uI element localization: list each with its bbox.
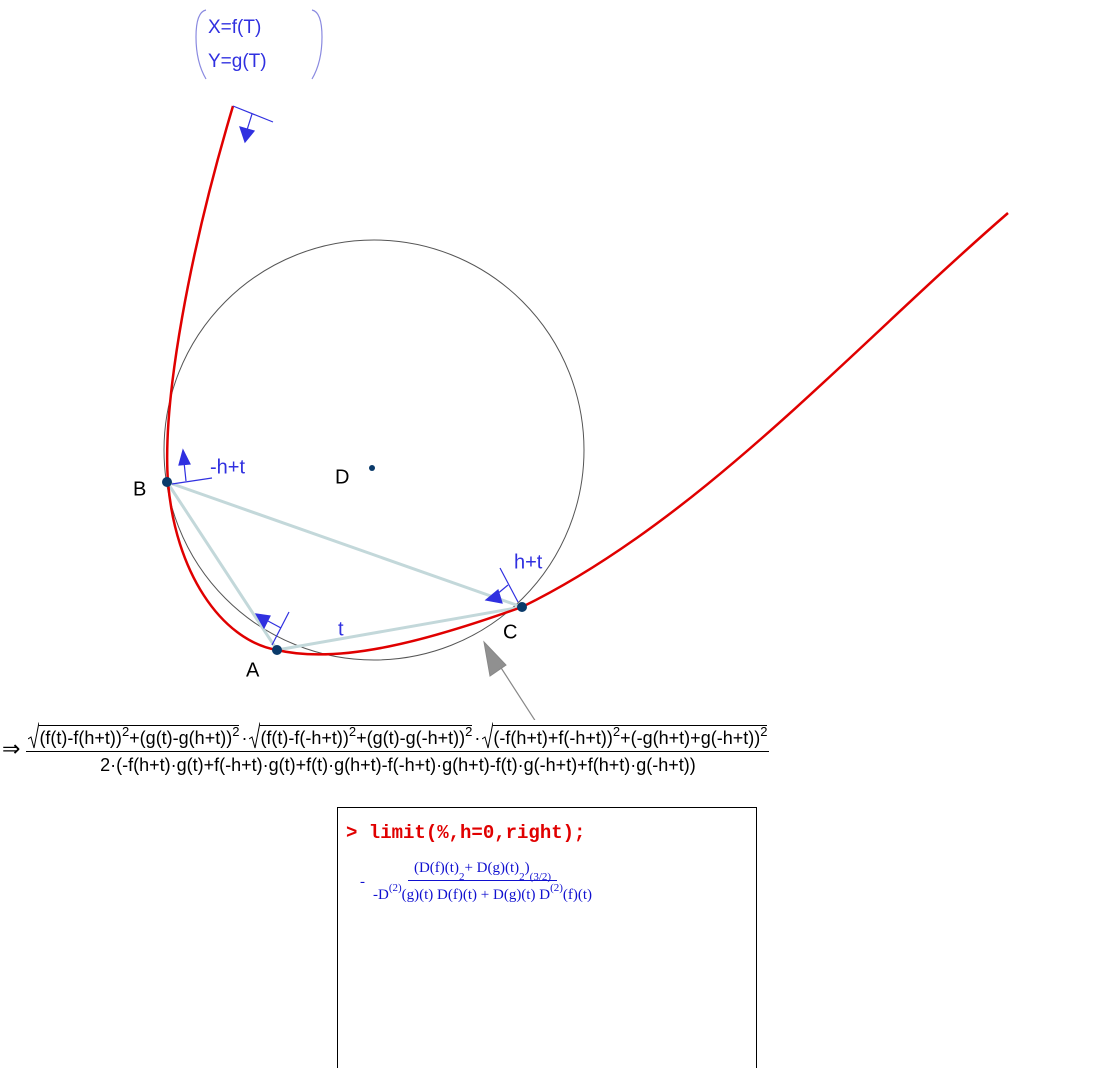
radical-sign [28,722,40,749]
curve [165,105,1009,656]
term: (g)(t) D(f)(t) + D(g)(t) D [401,887,551,903]
implies: ⇒ [2,736,21,762]
term: +(g(t)-g(-h+t)) [356,728,466,748]
multiply-dot: · [474,728,481,748]
param-brackets [195,9,323,80]
tangent-arrows [171,105,519,646]
term: + D(g)(t) [464,860,520,876]
segment-ba [165,481,279,651]
exponent: 2 [612,724,621,739]
point-label: B [133,478,146,500]
maple-input[interactable]: > limit(%,h=0,right); [346,822,586,844]
angle-label: -h+t [210,456,245,478]
angle-label: t [338,618,344,640]
term: +(-g(h+t)+g(-h+t)) [620,728,761,748]
numerator: (D(f)(t) 2 + D(g)(t) 2) (3/2) [407,860,558,883]
triangle [165,480,523,652]
radicand: (f(t)-f(h+t))2+(g(t)-g(h+t))2 [39,724,240,749]
exponent: 2 [348,724,357,739]
formula: ⇒ (f(t)-f(h+t))2+(g(t)-g(h+t))2 · (f(t)-f(… [2,722,770,776]
point-label: A [246,659,260,681]
denominator: 2·(-f(h+t)·g(t)+f(-h+t)·g(t)+f(t)·g(h+t)… [100,755,696,775]
param-x: X=f(T) [208,17,261,38]
fraction: (f(t)-f(h+t))2+(g(t)-g(h+t))2 · (f(t)-f(-h… [26,722,770,776]
point-label: D [335,466,349,488]
point-label: C [503,621,517,643]
numerator: (f(t)-f(h+t))2+(g(t)-g(h+t))2 · (f(t)-f(-h… [26,722,770,752]
radicand: (f(t)-f(-h+t))2+(g(t)-g(-h+t))2 [260,724,473,749]
term: (-f(h+t)+f(-h+t)) [493,728,613,748]
points [162,465,527,655]
fraction: (D(f)(t) 2 + D(g)(t) 2) (3/2) -D(2)(g)(t) D… [373,860,592,904]
term: (f(t)-f(-h+t)) [260,728,349,748]
radical: (f(t)-f(h+t))2+(g(t)-g(h+t))2 [28,722,240,749]
term: (f(t)-f(h+t)) [39,728,122,748]
circle [163,239,585,661]
pointer [483,640,536,720]
multiply-dot: · [241,728,248,748]
term: +(g(t)-g(h+t)) [129,728,233,748]
term: ) [524,860,530,876]
radical: (-f(h+t)+f(-h+t))2+(-g(h+t)+g(-h+t))2 [482,722,768,749]
sign: - [360,873,365,890]
term: -D [373,887,389,903]
term: (D(f)(t) [413,860,459,876]
radical-sign [482,722,494,749]
maple-output: - (D(f)(t) 2 + D(g)(t) 2) (3/2) -D(2)(g)(t)… [360,860,592,904]
radical: (f(t)-f(-h+t))2+(g(t)-g(-h+t))2 [249,722,473,749]
segment-bc [166,480,523,609]
exponent: 2 [465,724,473,739]
diagram: X=f(T) Y=g(T) -h+t t h+t B D C A [133,9,1009,720]
maple-worksheet: > limit(%,h=0,right); - (D(f)(t) 2 + D(g)… [337,807,757,1068]
exponent: (2) [550,882,563,894]
exponent: (2) [388,882,402,894]
exponent: 2 [121,724,130,739]
angle-label: h+t [514,551,543,573]
denominator: -D(2)(g)(t) D(f)(t) + D(g)(t) D(2)(f)(t) [373,881,592,904]
segment-ac [276,605,523,652]
param-y: Y=g(T) [208,51,267,72]
radicand: (-f(h+t)+f(-h+t))2+(-g(h+t)+g(-h+t))2 [493,724,768,749]
term: (f)(t) [562,887,593,903]
radical-sign [249,722,261,749]
exponent: 2 [760,724,768,739]
exponent: 2 [232,724,240,739]
